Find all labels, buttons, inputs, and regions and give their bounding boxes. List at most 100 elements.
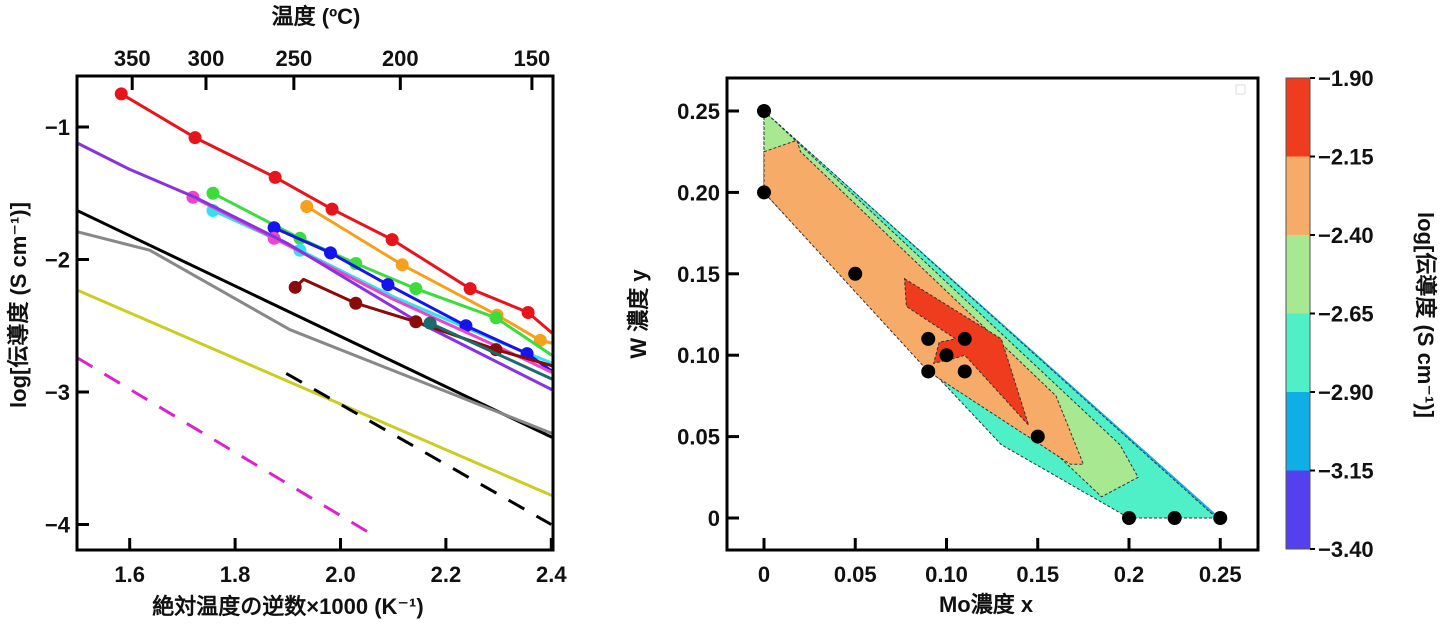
colorbar-segment — [1286, 235, 1310, 314]
colorbar-segment — [1286, 156, 1310, 236]
x-axis-title: 絶対温度の逆数×1000 (K⁻¹) — [152, 594, 423, 619]
data-point-dark-red — [288, 280, 302, 294]
colorbar-tick-label: −2.40 — [1318, 223, 1374, 248]
y-tick-label: 0.25 — [677, 99, 720, 124]
y-tick-label: 0 — [708, 506, 720, 531]
x-tick-label: 0.25 — [1199, 562, 1242, 587]
plot-frame — [725, 76, 1260, 552]
series-line-blue — [272, 226, 553, 373]
colorbar-title: log[伝導度 (S cm⁻¹)] — [1413, 212, 1438, 418]
sample-point — [757, 104, 771, 118]
x-tick-label: 2.0 — [325, 562, 356, 587]
data-point-red — [521, 306, 535, 319]
series-line-yellow — [77, 288, 553, 497]
data-point-dark-red — [349, 296, 363, 310]
top-axis-title: 温度 (ºC) — [272, 4, 361, 29]
sample-point — [848, 266, 863, 281]
legend-box — [1235, 84, 1246, 95]
arrhenius-plot: 温度 (ºC) 1.6 1.8 2.0 2.2 2.4 −1 −2 −3 −4 350 300 250… — [6, 4, 567, 619]
data-point-green — [489, 311, 503, 325]
x-tick-label: 1.8 — [220, 562, 251, 587]
data-point-blue — [323, 246, 337, 260]
series-line-gray — [77, 230, 553, 435]
colorbar-segment — [1286, 392, 1310, 471]
data-point-red — [385, 233, 399, 247]
data-point-red — [325, 202, 339, 216]
series-line-black-dashed — [285, 372, 553, 526]
top-tick-label: 250 — [275, 46, 312, 71]
contour-region — [764, 111, 1221, 518]
sample-points — [757, 104, 1228, 525]
y-tick-label: −3 — [45, 380, 70, 405]
y-tick-label: 0.20 — [677, 180, 720, 205]
sample-point — [757, 185, 771, 200]
sample-point — [921, 364, 936, 379]
data-point-red — [188, 131, 202, 145]
y-tick-label: −1 — [45, 115, 70, 140]
data-point-green — [206, 186, 220, 200]
colorbar-tick-label: −1.90 — [1318, 66, 1374, 91]
data-point-blue — [459, 319, 473, 333]
y-tick-label: −4 — [45, 513, 71, 538]
y-tick-label: 0.15 — [677, 262, 720, 287]
data-point-red — [463, 282, 477, 296]
data-point-green — [409, 282, 423, 296]
x-tick-label: 0 — [758, 562, 770, 587]
x-tick-label: 0.10 — [925, 562, 968, 587]
x-tick-label: 0.05 — [834, 562, 877, 587]
colorbar-segment — [1286, 313, 1310, 393]
ticks-group: 1.6 1.8 2.0 2.2 2.4 −1 −2 −3 −4 350 300 250 200 150 — [45, 46, 567, 587]
contour-regions — [763, 109, 1221, 519]
colorbar-segment — [1286, 470, 1310, 550]
top-tick-label: 300 — [188, 46, 225, 71]
series-line-dark-red — [293, 277, 553, 367]
data-point-blue — [381, 278, 395, 292]
colorbar-tick-label: −3.15 — [1318, 459, 1374, 484]
x-tick-label: 2.4 — [536, 562, 567, 587]
series-group — [77, 87, 553, 538]
colorbar: −1.90 −2.15 −2.40 −2.65 −2.90 −3.15 −3.40 — [1285, 66, 1374, 562]
contour-plot: 0 0.05 0.10 0.15 0.2 0.25 0 0.05 0.10 0.15 0.20 0.2… — [626, 76, 1260, 617]
top-tick-label: 200 — [382, 46, 419, 71]
sample-point — [957, 331, 972, 346]
sample-point — [921, 331, 936, 346]
series-line-purple — [77, 141, 553, 391]
series-line-teal — [428, 321, 553, 381]
y-tick-label: 0.05 — [677, 425, 720, 450]
data-point-red — [114, 87, 128, 101]
colorbar-tick-label: −3.40 — [1318, 537, 1374, 562]
sample-point — [1122, 511, 1136, 525]
y-tick-label: −2 — [45, 248, 70, 273]
sample-point — [1167, 511, 1182, 525]
series-line-green — [211, 191, 553, 357]
data-point-orange — [300, 200, 314, 213]
data-point-teal — [423, 316, 437, 330]
x-tick-label: 1.6 — [114, 562, 145, 587]
series-line-magenta-dashed — [77, 356, 377, 538]
top-tick-label: 350 — [114, 46, 151, 71]
sample-point — [957, 364, 972, 379]
data-point-orange — [395, 258, 409, 272]
y-tick-label: 0.10 — [677, 343, 720, 368]
colorbar-tick-label: −2.90 — [1318, 380, 1374, 405]
sample-point — [1030, 429, 1045, 444]
colorbar-tick-label: −2.65 — [1318, 302, 1374, 327]
series-line-black — [77, 209, 553, 439]
colorbar-segment — [1286, 78, 1310, 157]
data-point-red — [268, 170, 282, 184]
data-point-dark-red — [409, 315, 423, 329]
plot-frame — [75, 74, 555, 552]
x-tick-label: 2.2 — [431, 562, 462, 587]
ticks-group: 0 0.05 0.10 0.15 0.2 0.25 0 0.05 0.10 0.15 0.20 0.2… — [677, 99, 1241, 587]
series-line-red — [119, 92, 553, 334]
sample-point — [1213, 511, 1228, 525]
y-axis-title: W 濃度 y — [626, 269, 651, 359]
sample-point — [939, 348, 954, 363]
x-tick-label: 0.2 — [1114, 562, 1145, 587]
x-tick-label: 0.15 — [1016, 562, 1059, 587]
colorbar-tick-label: −2.15 — [1318, 145, 1374, 170]
top-tick-label: 150 — [514, 46, 551, 71]
y-axis-title: log[伝導度 (S cm⁻¹)] — [6, 202, 31, 408]
data-point-blue — [267, 221, 281, 235]
